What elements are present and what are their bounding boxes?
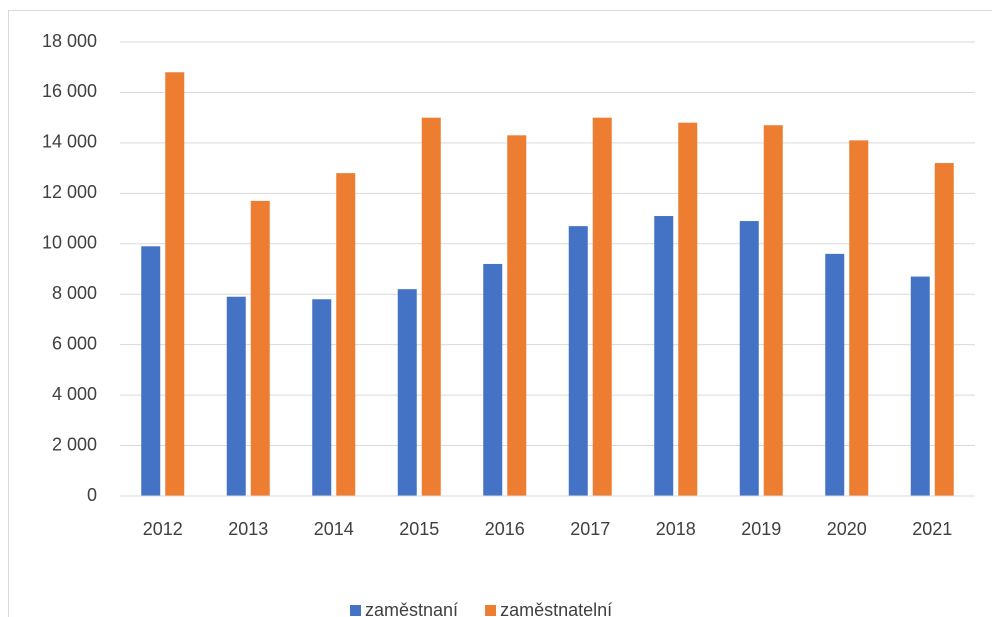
bar [592,117,612,497]
x-tick-label: 2014 [314,519,354,539]
bar [421,117,441,497]
y-tick-label: 18 000 [42,31,97,51]
bar [763,125,783,496]
x-tick-label: 2012 [143,519,183,539]
bar [336,173,356,496]
y-tick-label: 14 000 [42,132,97,152]
x-tick-label: 2019 [741,519,781,539]
bar [910,276,930,496]
x-tick-label: 2021 [912,519,952,539]
bar [141,246,161,496]
bar [678,122,698,496]
x-tick-label: 2017 [570,519,610,539]
bar [226,296,246,496]
bar [312,299,332,496]
legend-label: zaměstnatelní [500,600,612,617]
x-tick-label: 2016 [485,519,525,539]
x-tick-label: 2013 [228,519,268,539]
bar [739,221,759,497]
bar [250,200,270,496]
legend-label: zaměstnaní [365,600,458,617]
legend-swatch [485,605,497,616]
bar [654,216,674,497]
bar [397,289,417,496]
y-tick-label: 12 000 [42,182,97,202]
bar [483,263,503,496]
y-tick-label: 6 000 [52,333,97,353]
x-tick-label: 2015 [399,519,439,539]
bar [849,140,869,496]
y-tick-label: 10 000 [42,233,97,253]
y-tick-label: 0 [87,485,97,505]
x-tick-label: 2018 [656,519,696,539]
legend-swatch [350,605,361,616]
bar [507,135,527,497]
y-tick-label: 8 000 [52,283,97,303]
bar [934,163,954,497]
bar [568,226,588,496]
bar [165,72,185,497]
bar [825,253,845,496]
y-tick-label: 2 000 [52,434,97,454]
y-tick-label: 16 000 [42,81,97,101]
x-tick-label: 2020 [827,519,867,539]
y-tick-label: 4 000 [52,384,97,404]
